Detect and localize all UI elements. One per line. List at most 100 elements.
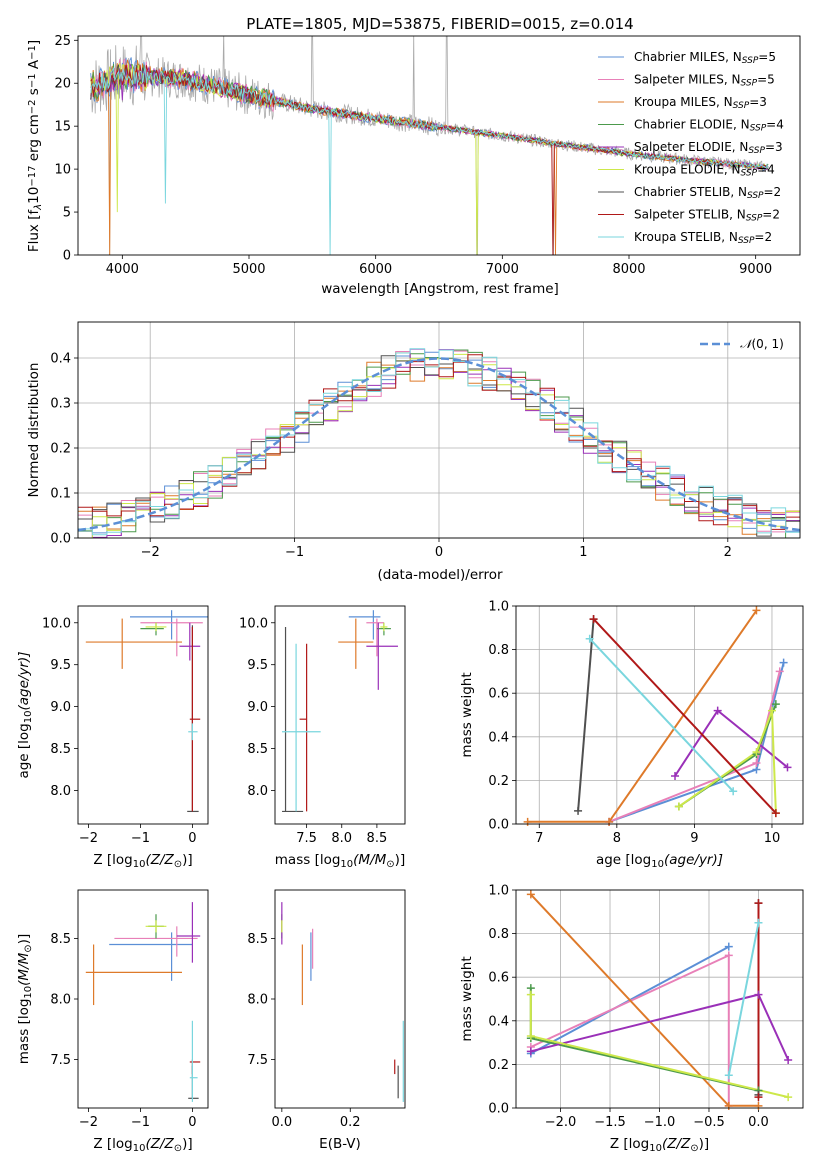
normal-distribution-curve [78,357,800,532]
y-tick-label: 9.0 [247,700,268,715]
x-tick-label: 9 [690,831,698,846]
x-tick-label: 9000 [739,262,772,277]
weight-point-marker [754,1101,763,1110]
y-tick-label: 0.4 [488,1014,509,1029]
x-tick-label: −1 [131,1115,150,1130]
x-axis-label-part: mass [log [275,852,341,868]
legend-entry-part: =3 [749,95,767,109]
legend-entry-part: =5 [757,73,775,87]
x-axis-label-part: (Z/Z [145,852,174,868]
x-tick-label: −2.0 [545,1115,577,1130]
y-tick-label: 0.3 [50,397,71,412]
y-axis-label-part: ⊙ [23,944,34,952]
legend-entry-part: =2 [754,230,772,244]
plot-area [85,610,208,813]
y-axis-label-part: 10 [26,187,42,204]
x-tick-label: 2 [724,545,732,560]
weight-point-marker [523,817,532,826]
x-tick-label: 8.0 [331,831,352,846]
axes-frame [274,889,406,1109]
legend-entry-part: SSP [741,169,758,179]
y-axis-label-part: (M/M [16,952,32,985]
x-axis-label: Z [log10(Z/Z⊙)] [610,1136,709,1154]
x-axis-label-part: 10 [340,859,353,870]
weight-point-marker [526,890,535,899]
plot-area [527,609,789,823]
legend-entry-part: Kroupa STELIB, N [634,230,738,244]
weight-point-marker [754,1093,763,1102]
legend-entry: Salpeter STELIB, NSSP=2 [634,208,780,224]
y-tick-label: 20 [54,77,71,92]
weight-point-marker [775,667,784,676]
y-axis-label: Normed distribution [26,363,42,498]
y-tick-label: 9.0 [50,700,71,715]
y-tick-label: 8.0 [50,993,71,1008]
spectrum-panel: 4000 5000 6000 7000 8000 9000 0 5 10 15 20 25 wavele… [26,34,801,297]
x-axis-label-part: ⊙ [386,859,394,870]
x-axis-label: Z [log10(Z/Z⊙)] [93,852,192,870]
x-tick-label: 0.0 [748,1115,769,1130]
y-tick-label: 1.0 [488,884,509,899]
x-tick-label: 0 [188,1115,196,1130]
plot-area [281,902,404,1102]
legend-entry-part: =2 [764,185,782,199]
x-tick-label: 10 [764,831,781,846]
weight-vs-metallicity-panel: −2.0 −1.5 −1.0 −0.5 0.0 0.0 0.2 0.4 0.6 0.8 1.0 Z [… [459,884,804,1154]
y-tick-label: 0.4 [50,352,71,367]
x-tick-label: 6000 [359,262,392,277]
weight-series-line [678,710,777,814]
y-tick-label: 0 [63,249,71,264]
y-axis-label-part: (age/yr)] [16,651,32,710]
age-vs-mass-panel: 7.5 8.0 8.5 8.0 8.5 9.0 9.5 10.0 mass [log10(M/M… [239,605,406,870]
weight-point-marker [754,899,763,908]
residual-histogram [78,348,800,536]
x-tick-label: 1 [579,545,587,560]
weight-point-marker [784,1056,793,1065]
weight-point-marker [724,942,733,951]
y-tick-label: 0.0 [488,818,509,833]
legend-entry-part: =5 [758,50,776,64]
legend-entry: Chabrier STELIB, NSSP=2 [634,185,781,201]
y-tick-label: 7.5 [50,1053,71,1068]
weight-point-marker [771,809,780,818]
x-tick-label: 0.0 [271,1115,292,1130]
y-axis-label: mass weight [459,956,475,1041]
y-tick-label: 0.4 [488,730,509,745]
legend-entry-part: SSP [733,101,750,111]
weight-point-marker [674,802,683,811]
legend-entry: Chabrier MILES, NSSP=5 [634,50,776,66]
x-tick-label: 8.5 [367,831,388,846]
x-tick-label: −2 [79,831,98,846]
y-tick-label: 10 [54,163,71,178]
weight-series-line [592,618,777,814]
y-axis-label-part: −2 [27,99,38,114]
weight-point-marker [574,806,583,815]
plot-area [90,36,769,255]
y-tick-label: 8.0 [247,784,268,799]
weight-point-marker [671,772,680,781]
weight-point-marker [526,1047,535,1056]
residuals-panel: −2 −1 0 1 2 0.0 0.1 0.2 0.3 0.4 (data-model)/error… [26,321,801,583]
x-tick-label: −1 [285,545,304,560]
x-axis-label: (data-model)/error [377,567,503,583]
x-tick-label: −0.5 [693,1115,725,1130]
y-tick-label: 8.5 [50,742,71,757]
x-axis-label-part: (Z/Z [145,1136,174,1152]
y-tick-label: 0.8 [488,643,509,658]
legend-entry-part: SSP [750,124,767,134]
y-axis-label-part: s [26,88,42,99]
legend-entry: Chabrier ELODIE, NSSP=4 [634,118,784,134]
axes-frame [77,321,801,539]
legend-entry-part: SSP [741,79,758,89]
y-axis-label-part: Flux [f [26,209,42,253]
plot-area [282,610,398,813]
y-axis-label-part: −17 [27,166,38,187]
axes-frame [77,889,209,1109]
spectrum-trace [90,66,769,255]
x-axis-label-part: (Z/Z [662,1136,691,1152]
weight-point-marker [754,990,763,999]
weight-point-marker [779,658,788,667]
legend-entry-part: SSP [748,146,765,156]
legend-entry-part: =2 [762,208,780,222]
